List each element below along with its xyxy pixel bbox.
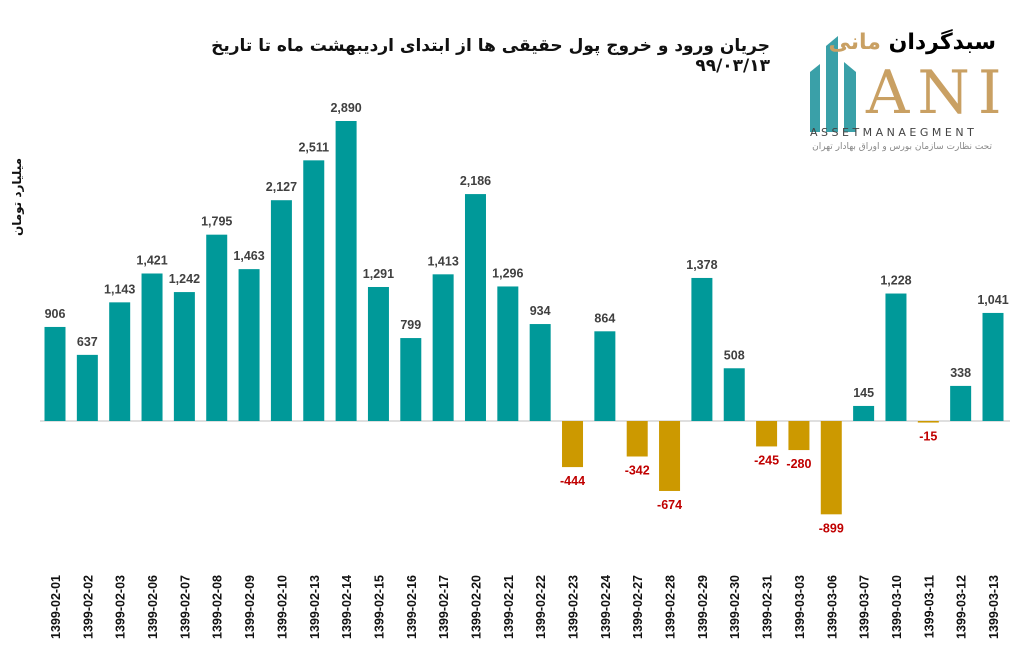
bar — [238, 269, 260, 421]
bar — [206, 234, 228, 421]
x-tick-label: 1399-03-07 — [858, 575, 872, 639]
bar — [885, 293, 907, 421]
data-label: -280 — [786, 457, 811, 471]
bar — [594, 331, 616, 421]
x-tick-label: 1399-02-30 — [728, 575, 742, 639]
x-tick-label: 1399-02-29 — [696, 575, 710, 639]
bar — [173, 292, 195, 421]
bar — [44, 326, 66, 421]
company-logo: سبدگردان مانی ANI ASSETMANAEGMENT تحت نظ… — [806, 26, 1006, 156]
x-tick-label: 1399-03-10 — [890, 575, 904, 639]
x-tick-label: 1399-03-13 — [987, 575, 1001, 639]
bar — [562, 421, 584, 468]
chart-title: جریان ورود و خروج پول حقیقی ها از ابتدای… — [211, 36, 770, 76]
data-label: 906 — [45, 307, 66, 321]
x-tick-label: 1399-02-24 — [599, 575, 613, 639]
data-label: 1,143 — [104, 282, 135, 296]
bar — [788, 421, 810, 451]
data-label: 1,378 — [686, 258, 717, 272]
x-tick-label: 1399-02-13 — [308, 575, 322, 639]
bar — [400, 338, 422, 421]
data-label: 1,463 — [233, 249, 264, 263]
bar — [820, 421, 842, 515]
x-tick-label: 1399-02-21 — [502, 575, 516, 639]
data-label: 637 — [77, 335, 98, 349]
data-label: 1,296 — [492, 266, 523, 280]
x-tick-label: 1399-02-01 — [49, 575, 63, 639]
logo-bars-icon — [810, 36, 856, 132]
bar — [691, 277, 713, 421]
data-label: -444 — [560, 474, 585, 488]
x-tick-label: 1399-02-14 — [340, 575, 354, 639]
data-label: 1,795 — [201, 215, 232, 229]
x-tick-label: 1399-02-17 — [437, 575, 451, 639]
bar — [270, 200, 292, 421]
x-tick-label: 1399-02-20 — [469, 575, 483, 639]
y-axis-label: میلیارد تومان — [10, 157, 25, 237]
logo-persian-name: سبدگردان مانی — [828, 30, 997, 55]
x-tick-label: 1399-02-09 — [243, 575, 257, 639]
bar — [335, 121, 357, 421]
bar — [853, 405, 875, 421]
bar — [497, 286, 519, 421]
data-label: 2,890 — [330, 101, 361, 115]
data-label: -245 — [754, 453, 779, 467]
data-label: 2,511 — [298, 140, 329, 154]
data-label: -899 — [819, 521, 844, 535]
x-tick-label: 1399-02-23 — [567, 575, 581, 639]
x-tick-label: 1399-02-02 — [81, 575, 95, 639]
x-tick-label: 1399-02-22 — [534, 575, 548, 639]
bar — [464, 194, 486, 421]
data-label: 1,228 — [880, 274, 911, 288]
data-label: 1,413 — [427, 254, 458, 268]
bar — [950, 385, 972, 421]
x-tick-label: 1399-03-11 — [922, 575, 936, 638]
logo-subtitle: تحت نظارت سازمان بورس و اوراق بهادار تهر… — [812, 142, 992, 152]
data-label: 2,127 — [266, 180, 297, 194]
data-label: 799 — [400, 318, 421, 332]
bar — [141, 273, 163, 421]
bar — [109, 302, 131, 421]
bar — [432, 274, 454, 421]
x-tick-label: 1399-03-03 — [793, 575, 807, 639]
x-tick-label: 1399-02-03 — [114, 575, 128, 639]
data-label: 1,291 — [363, 267, 394, 281]
data-label: 508 — [724, 348, 745, 362]
x-tick-label: 1399-02-15 — [372, 575, 386, 639]
bar — [982, 312, 1004, 421]
data-label: 2,186 — [460, 174, 491, 188]
logo-mark: ANI — [866, 58, 1010, 128]
bar — [367, 286, 389, 421]
data-label: 145 — [853, 386, 874, 400]
bar — [76, 354, 98, 421]
data-label: -342 — [625, 464, 650, 478]
bar — [659, 421, 681, 491]
data-label: 864 — [594, 311, 615, 325]
x-tick-label: 1399-02-28 — [664, 575, 678, 639]
logo-english: ASSETMANAEGMENT — [810, 126, 978, 139]
data-label: 934 — [530, 304, 551, 318]
data-label: 1,421 — [136, 253, 167, 267]
x-tick-label: 1399-03-12 — [955, 575, 969, 639]
bar — [917, 421, 939, 423]
data-label: -674 — [657, 498, 682, 512]
bar — [529, 324, 551, 421]
x-tick-label: 1399-02-06 — [146, 575, 160, 639]
data-label: 1,242 — [169, 272, 200, 286]
bar — [723, 368, 745, 421]
x-tick-label: 1399-02-10 — [275, 575, 289, 639]
data-label: 1,041 — [977, 293, 1008, 307]
x-tick-label: 1399-03-06 — [825, 575, 839, 639]
bar — [756, 421, 778, 447]
data-label: -15 — [919, 430, 937, 444]
x-tick-label: 1399-02-27 — [631, 575, 645, 639]
x-tick-label: 1399-02-16 — [405, 575, 419, 639]
bar — [303, 160, 325, 421]
data-label: 338 — [950, 366, 971, 380]
x-tick-label: 1399-02-07 — [178, 575, 192, 639]
bar — [626, 421, 648, 457]
x-tick-label: 1399-02-31 — [761, 575, 775, 639]
x-tick-label: 1399-02-08 — [211, 575, 225, 639]
